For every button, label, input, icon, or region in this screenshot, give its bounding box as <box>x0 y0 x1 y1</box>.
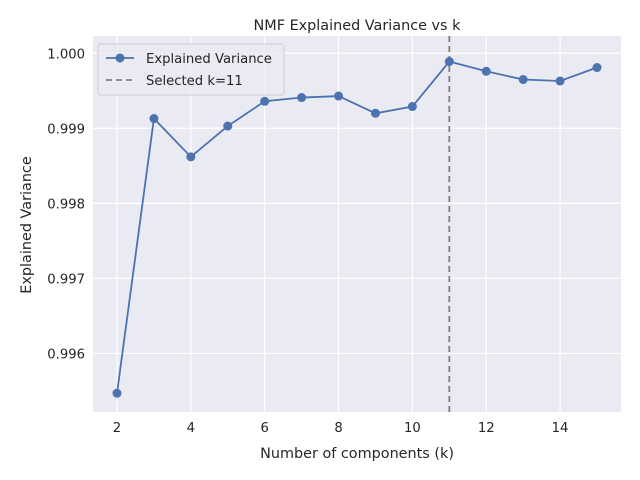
data-point <box>481 66 491 76</box>
y-tick-label: 1.000 <box>47 47 85 62</box>
data-point <box>223 121 233 131</box>
data-point <box>186 152 196 162</box>
x-tick-label: 12 <box>478 421 495 436</box>
x-axis-label: Number of components (k) <box>260 446 454 462</box>
data-point <box>407 102 417 112</box>
data-point <box>260 96 270 106</box>
plot-area <box>93 36 621 412</box>
data-point <box>444 57 454 67</box>
x-tick-label: 2 <box>113 421 121 436</box>
data-point <box>297 93 307 103</box>
x-axis-ticks: 2 4 6 8 10 12 14 <box>113 421 569 436</box>
y-tick-label: 0.999 <box>47 122 85 137</box>
y-tick-label: 0.997 <box>47 272 85 287</box>
chart-title: NMF Explained Variance vs k <box>254 18 462 34</box>
data-point <box>334 91 344 101</box>
legend-reference-label: Selected k=11 <box>146 74 243 89</box>
x-tick-label: 8 <box>334 421 342 436</box>
data-point <box>592 63 602 73</box>
data-point <box>518 75 528 85</box>
series-line <box>116 60 598 394</box>
data-point <box>149 114 159 124</box>
legend-series-marker <box>115 53 125 63</box>
data-point <box>555 76 565 86</box>
x-tick-label: 4 <box>187 421 195 436</box>
y-tick-label: 0.996 <box>47 347 85 362</box>
y-tick-label: 0.998 <box>47 197 85 212</box>
y-axis-label: Explained Variance <box>19 156 35 294</box>
legend-box <box>97 43 285 96</box>
data-point <box>112 388 122 398</box>
legend: Explained Variance Selected k=11 <box>97 43 285 96</box>
series-layer <box>112 57 602 398</box>
x-tick-label: 14 <box>552 421 569 436</box>
y-axis-ticks: 0.996 0.997 0.998 0.999 1.000 <box>47 47 85 362</box>
legend-series-label: Explained Variance <box>146 52 272 67</box>
x-tick-label: 10 <box>404 421 421 436</box>
x-tick-label: 6 <box>260 421 268 436</box>
data-point <box>370 108 380 118</box>
